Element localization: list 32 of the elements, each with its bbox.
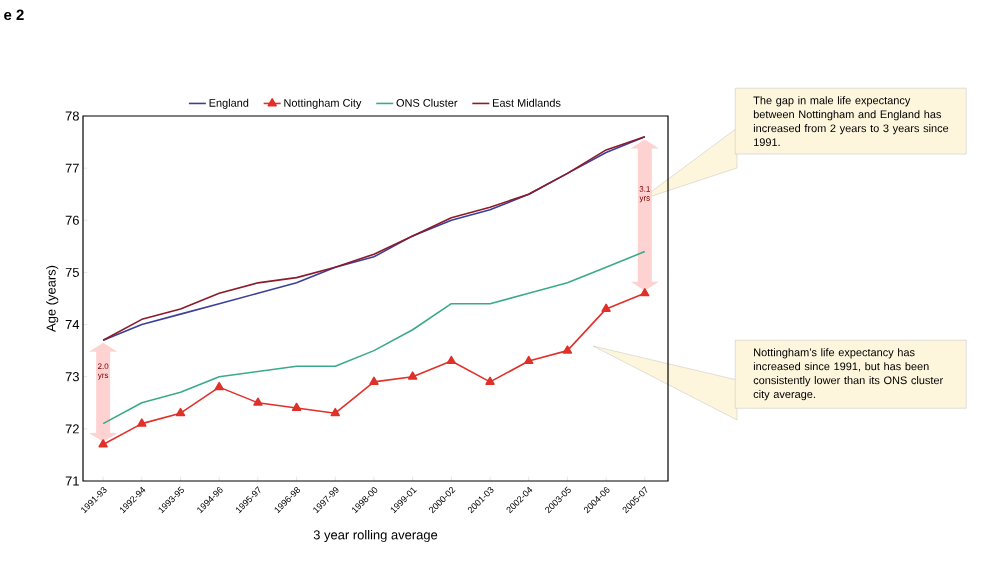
point <box>330 407 340 417</box>
point <box>485 376 495 385</box>
y-tick-label: 77 <box>65 163 79 173</box>
legend-label: East Midlands <box>493 98 561 107</box>
x-axis-title: 3 year rolling average <box>313 529 438 543</box>
point <box>253 397 263 406</box>
y-tick-label: 74 <box>65 320 80 330</box>
point <box>601 303 611 312</box>
point <box>562 345 573 354</box>
point <box>291 402 302 412</box>
text: Nottingham’s life expectancy has increased since 1991, but has been consistently lower than its ONS cluster city average. <box>753 348 944 401</box>
point <box>524 355 534 365</box>
chart-title: e 2 <box>4 9 24 21</box>
point <box>214 381 224 391</box>
y-tick-label: 78 <box>65 111 79 121</box>
y-axis-title: Age (years) <box>46 265 59 332</box>
point <box>369 376 379 385</box>
point <box>137 418 147 427</box>
point <box>407 371 418 380</box>
point <box>175 407 186 417</box>
point <box>446 355 457 365</box>
legend-label: ONS Cluster <box>396 98 458 107</box>
text: The gap in male life expectancy between Nottingham and England has increased from 2 years to 3 years since 1991. <box>753 96 949 147</box>
y-tick-label: 76 <box>65 215 79 225</box>
legend-label: Nottingham City <box>284 98 362 109</box>
point <box>98 439 108 448</box>
y-tick-label: 72 <box>65 424 79 434</box>
legend-label: England <box>209 98 249 109</box>
y-tick-label: 73 <box>65 372 79 382</box>
point <box>640 287 650 297</box>
y-tick-label: 71 <box>65 476 79 486</box>
y-tick-label: 75 <box>65 267 79 277</box>
